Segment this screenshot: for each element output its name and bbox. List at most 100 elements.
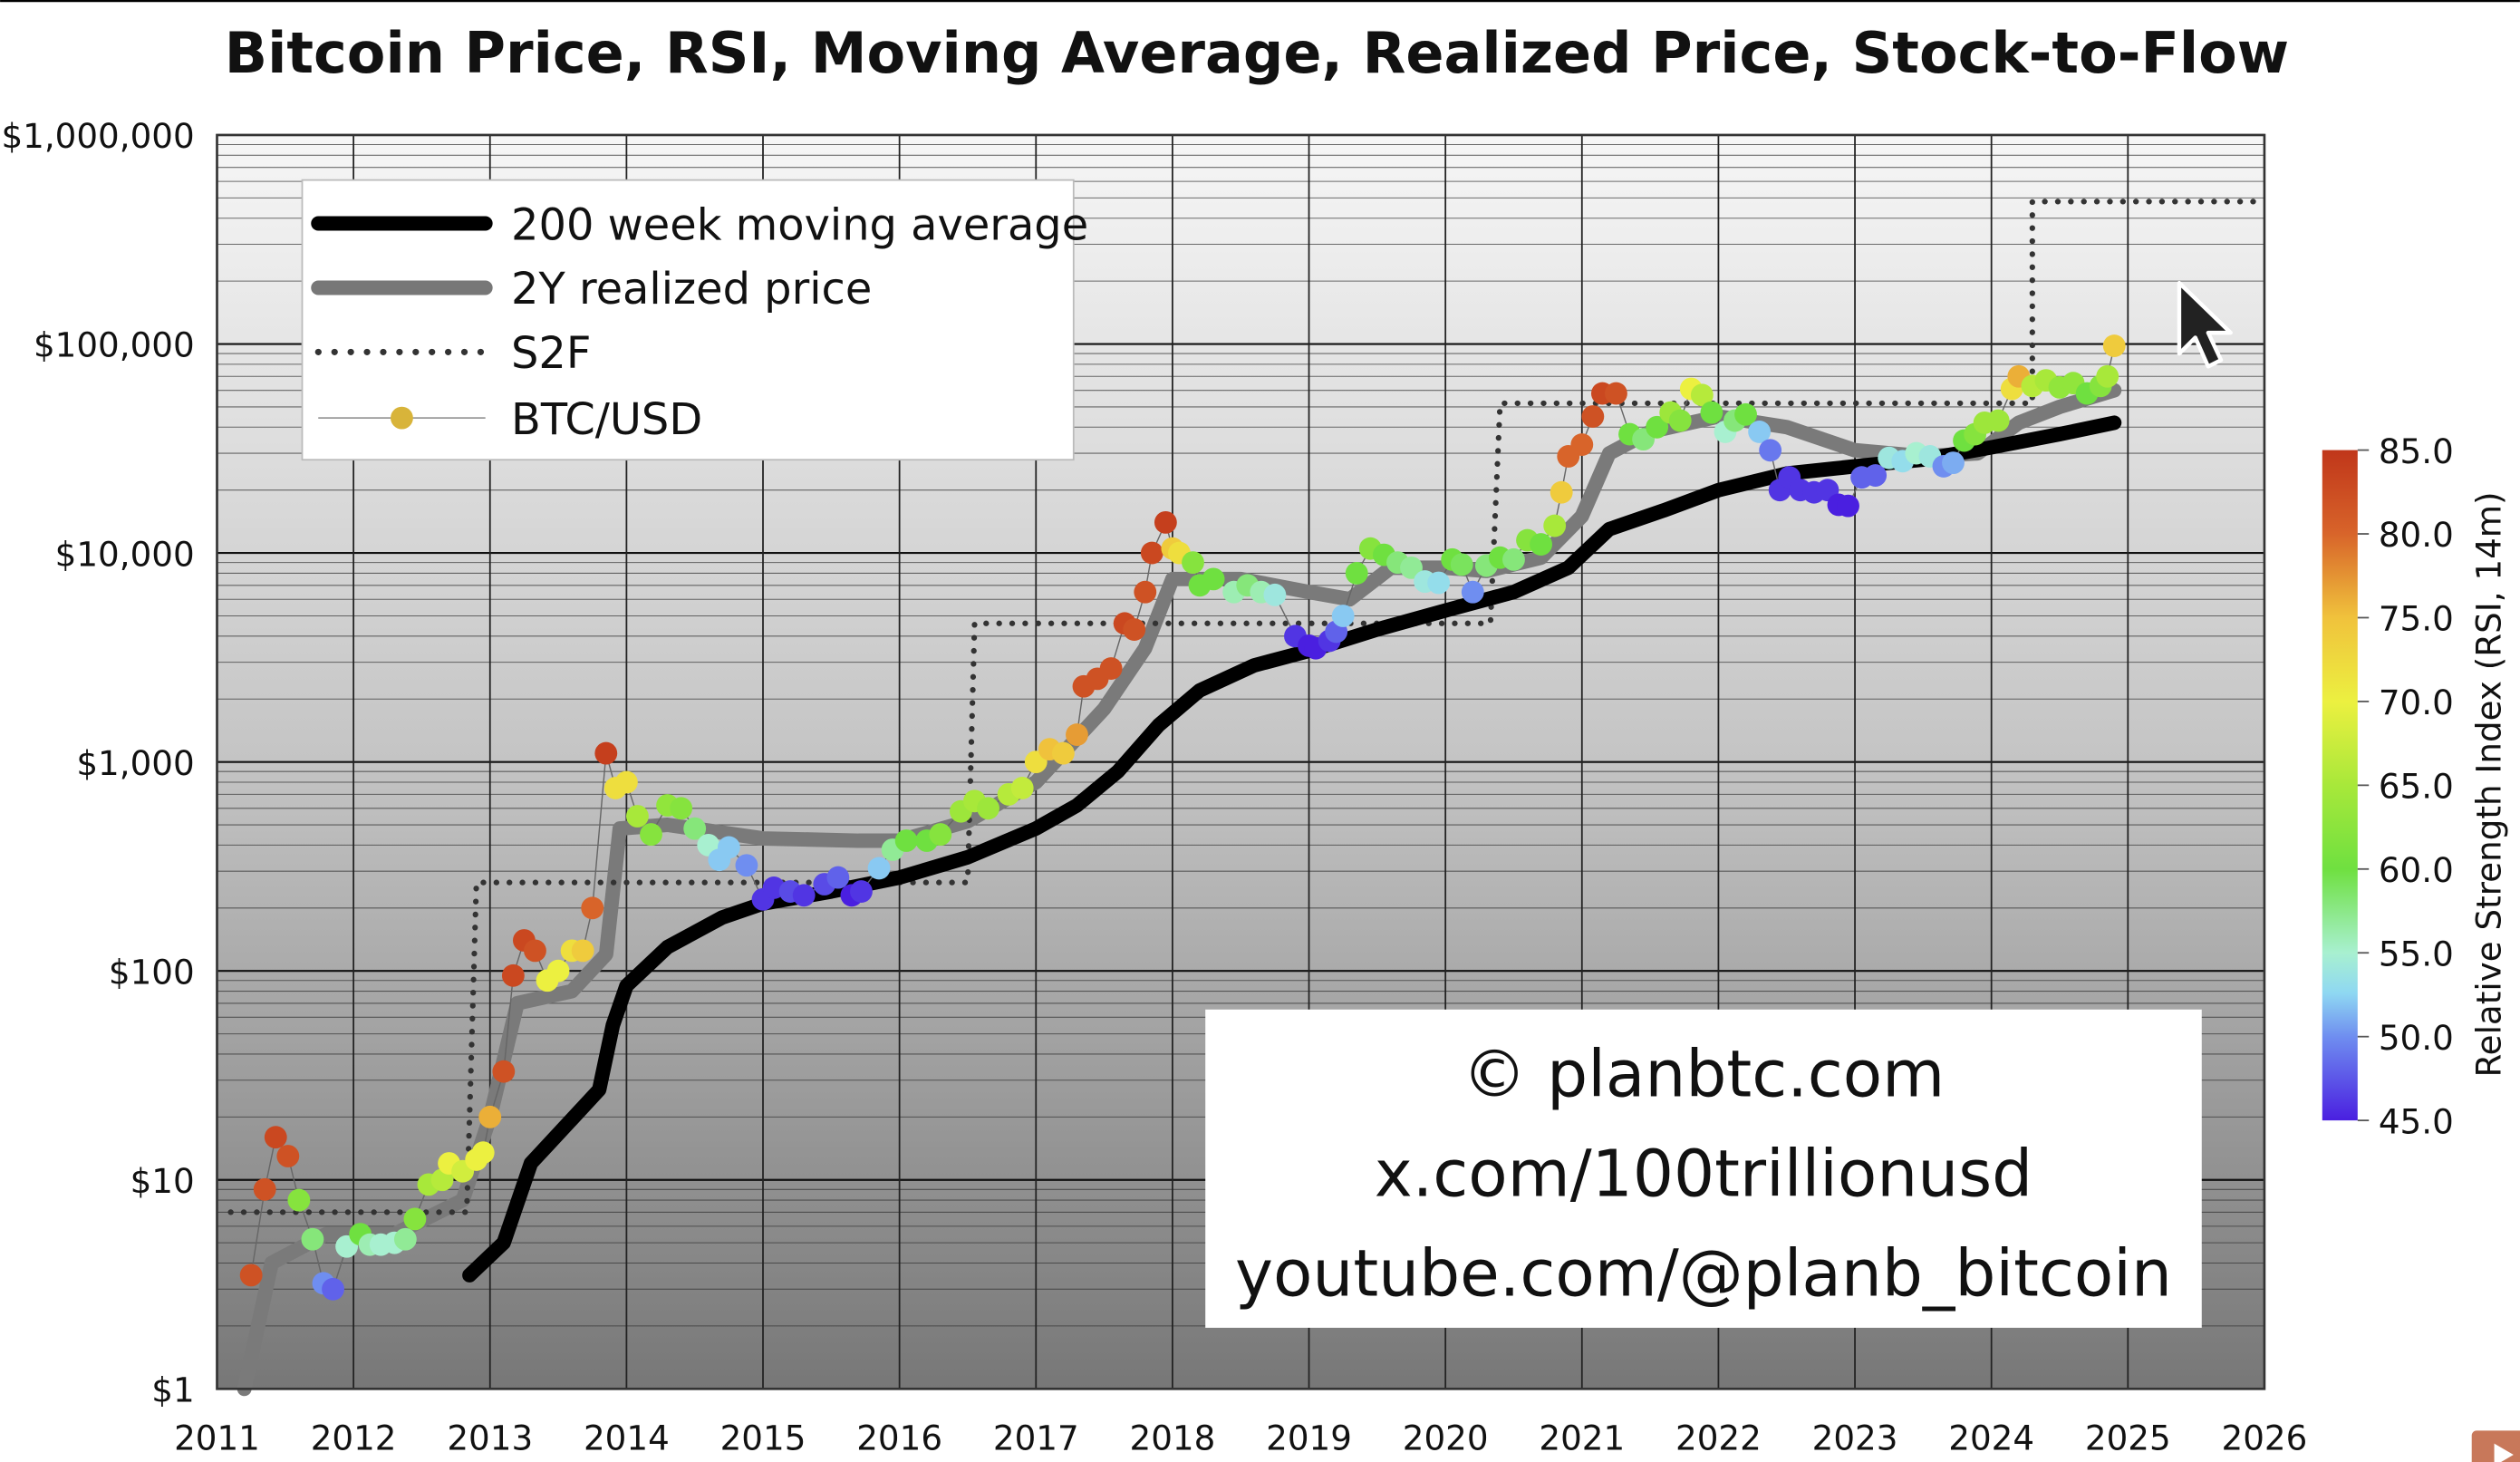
btc-usd-point <box>850 880 873 903</box>
watermark-box: © planbtc.com x.com/100trillionusd youtu… <box>1205 1009 2202 1328</box>
btc-usd-point <box>2102 334 2126 357</box>
colorbar-label: Relative Strength Index (RSI, 14m) <box>2469 491 2509 1077</box>
colorbar-tick-label: 45.0 <box>2379 1101 2454 1141</box>
watermark-line-1: © planbtc.com <box>1463 1037 1946 1112</box>
arrow-cursor-icon <box>2177 280 2233 369</box>
btc-usd-point <box>1051 741 1075 765</box>
btc-usd-point <box>640 823 662 847</box>
colorbar-tick-label: 80.0 <box>2379 515 2454 555</box>
colorbar: 85.0 80.0 75.0 70.0 65.0 60.0 55.0 50.0 45.0 Rel… <box>2322 431 2509 1141</box>
watermark-line-3: youtube.com/@planb_bitcoin <box>1235 1235 2172 1311</box>
btc-usd-point <box>501 963 525 987</box>
x-tick-label: 2020 <box>1403 1418 1489 1458</box>
btc-usd-point <box>571 939 594 963</box>
btc-usd-point <box>581 896 604 920</box>
btc-usd-point <box>614 770 638 794</box>
btc-usd-point <box>1461 580 1484 604</box>
y-tick-label: $1 <box>151 1370 194 1409</box>
btc-usd-point <box>478 1105 502 1128</box>
btc-usd-point <box>1550 480 1573 504</box>
btc-usd-point <box>1502 547 1525 571</box>
x-tick-label: 2018 <box>1130 1418 1216 1458</box>
btc-usd-point <box>1530 533 1553 556</box>
btc-usd-point <box>287 1188 311 1212</box>
x-axis: 2011 2012 2013 2014 2015 2016 2017 2018 2019 2020… <box>174 1418 2307 1458</box>
x-tick-label: 2024 <box>1948 1418 2034 1458</box>
btc-usd-point <box>1099 657 1123 680</box>
x-tick-label: 2022 <box>1675 1418 1762 1458</box>
btc-usd-point <box>524 939 546 963</box>
colorbar-tick-label: 60.0 <box>2379 850 2454 890</box>
btc-usd-point <box>1450 553 1473 576</box>
play-icon[interactable] <box>2471 1430 2520 1462</box>
btc-usd-point <box>1134 580 1157 604</box>
btc-usd-point <box>1734 402 1757 426</box>
btc-usd-point <box>471 1141 495 1165</box>
x-tick-label: 2014 <box>584 1418 670 1458</box>
series-layer <box>227 198 2268 1397</box>
series-2y-realized-price <box>237 382 2122 1397</box>
btc-usd-point <box>264 1126 287 1149</box>
x-tick-label: 2017 <box>993 1418 1079 1458</box>
btc-usd-point <box>1345 562 1368 585</box>
btc-usd-point <box>1202 567 1225 591</box>
btc-usd-point <box>1837 494 1859 518</box>
legend-swatch-btc-dot <box>391 406 413 430</box>
btc-usd-point <box>683 817 707 840</box>
legend-label-ma: 200 week moving average <box>511 200 1088 250</box>
series-s2f <box>227 198 2268 1215</box>
x-tick-label: 2011 <box>174 1418 260 1458</box>
btc-usd-point <box>1581 405 1605 428</box>
btc-usd-point <box>393 1227 417 1251</box>
colorbar-gradient <box>2322 450 2358 1121</box>
btc-usd-point <box>1010 777 1034 799</box>
x-tick-label: 2019 <box>1266 1418 1352 1458</box>
legend-label-btc: BTC/USD <box>511 395 702 445</box>
btc-usd-point <box>1864 464 1888 487</box>
y-tick-label: $100,000 <box>34 325 195 365</box>
btc-usd-point <box>1690 383 1714 407</box>
btc-usd-point <box>626 805 649 828</box>
x-tick-label: 2026 <box>2222 1418 2308 1458</box>
y-tick-label: $1,000,000 <box>1 116 194 156</box>
legend-label-realized: 2Y realized price <box>511 265 872 315</box>
colorbar-tick-label: 70.0 <box>2379 683 2454 722</box>
btc-usd-point <box>1759 439 1782 462</box>
btc-usd-point <box>977 797 999 820</box>
y-tick-label: $10,000 <box>55 534 195 574</box>
btc-usd-point <box>1140 541 1163 565</box>
btc-usd-point <box>322 1277 344 1301</box>
chart-title: Bitcoin Price, RSI, Moving Average, Real… <box>225 20 2289 86</box>
btc-usd-point <box>1182 551 1204 575</box>
colorbar-tick-label: 85.0 <box>2379 431 2454 471</box>
btc-usd-point <box>1427 571 1451 595</box>
btc-usd-point <box>894 829 918 852</box>
x-tick-label: 2025 <box>2085 1418 2171 1458</box>
btc-usd-point <box>1066 723 1088 747</box>
btc-usd-point <box>826 866 850 889</box>
btc-usd-point <box>1331 605 1355 627</box>
series-200w-moving-average <box>462 415 2122 1283</box>
btc-usd-point <box>1942 451 1965 475</box>
y-tick-label: $1,000 <box>76 743 194 783</box>
btc-usd-point <box>1605 382 1627 405</box>
plot-frame <box>216 133 2266 1390</box>
colorbar-tick-label: 65.0 <box>2379 767 2454 807</box>
colorbar-tick-label: 50.0 <box>2379 1018 2454 1058</box>
x-tick-label: 2013 <box>447 1418 533 1458</box>
btc-usd-point <box>1263 583 1287 606</box>
btc-usd-point <box>301 1227 324 1251</box>
btc-usd-point <box>929 823 952 847</box>
btc-usd-point <box>2096 364 2119 388</box>
watermark-line-2: x.com/100trillionusd <box>1375 1136 2032 1211</box>
x-tick-label: 2012 <box>311 1418 397 1458</box>
btc-usd-point <box>1570 433 1594 456</box>
btc-usd-point <box>670 797 693 820</box>
btc-usd-point <box>792 884 816 907</box>
btc-usd-point <box>1154 510 1177 534</box>
btc-usd-point <box>276 1145 300 1167</box>
btc-usd-point <box>735 854 758 877</box>
btc-usd-point <box>1748 420 1772 443</box>
btc-usd-point <box>1646 415 1669 439</box>
btc-usd-point <box>1400 556 1423 579</box>
